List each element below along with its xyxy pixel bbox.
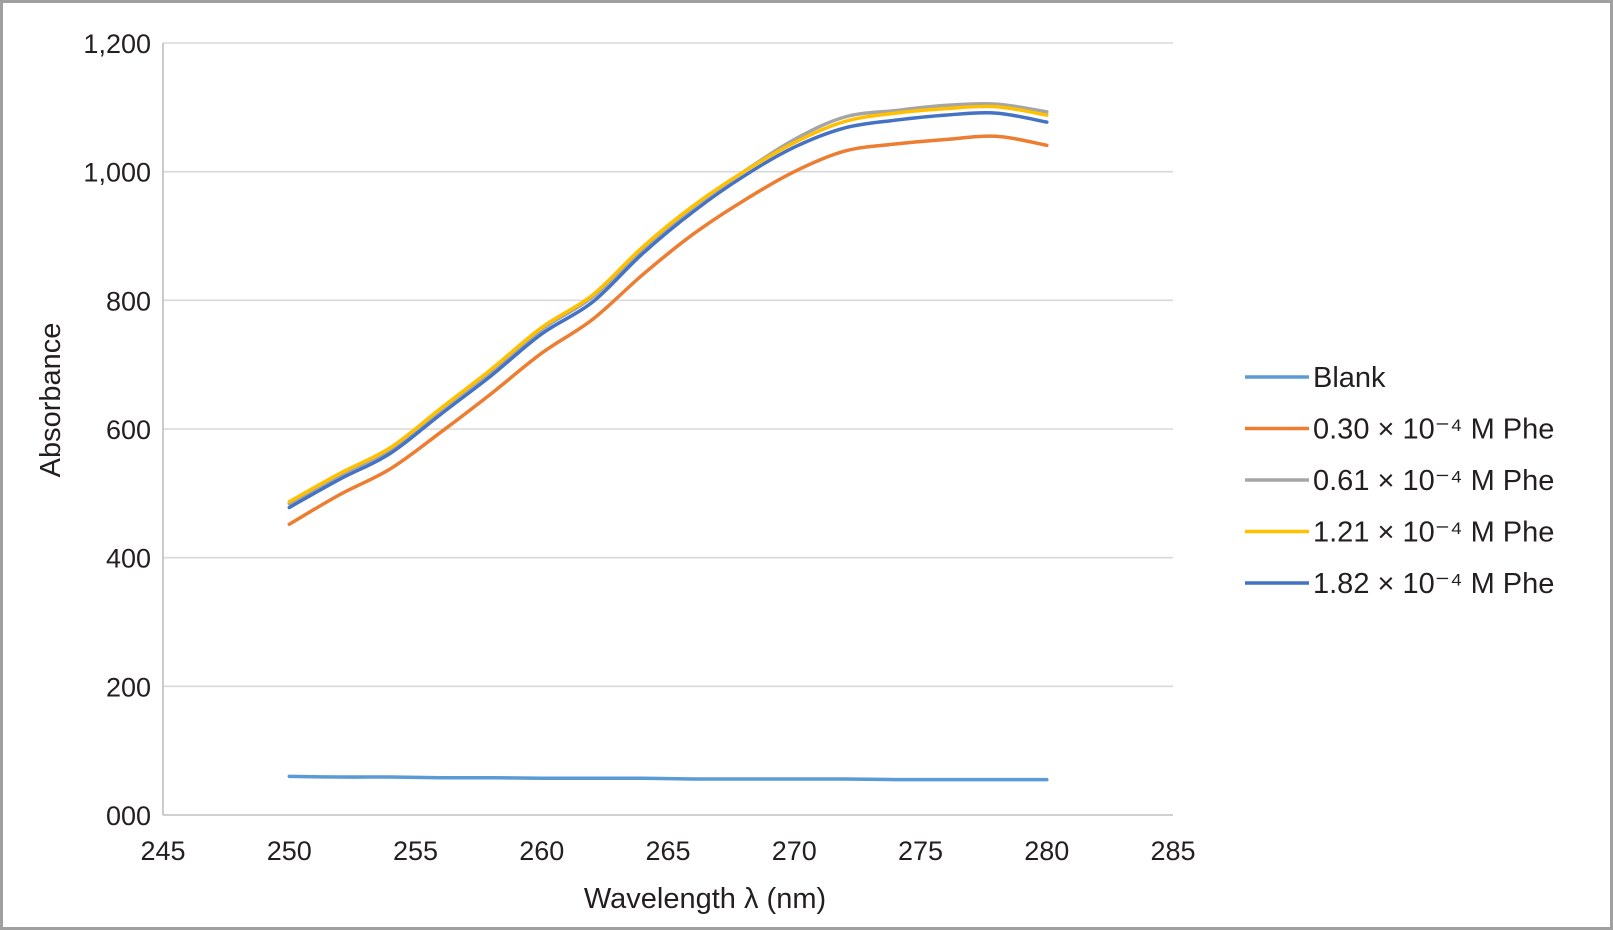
y-tick-label: 800 <box>106 286 151 316</box>
legend-label: 0.30 × 10⁻⁴ M Phe <box>1313 414 1554 446</box>
legend: Blank 0.30 × 10⁻⁴ M Phe 0.61 × 10⁻⁴ M Phe 1… <box>1245 362 1554 600</box>
x-tick-label: 255 <box>393 836 438 866</box>
x-tick-label: 275 <box>898 836 943 866</box>
gridlines <box>163 42 1173 688</box>
x-tick-label: 280 <box>1024 836 1069 866</box>
line-chart: 000 200 400 600 800 1,000 1,200 245 250 255 260 265… <box>35 29 1554 915</box>
legend-entry: 1.21 × 10⁻⁴ M Phe <box>1245 517 1554 549</box>
x-tick-label: 260 <box>519 836 564 866</box>
series-line-5 <box>287 110 1049 510</box>
axes: 000 200 400 600 800 1,000 1,200 245 250 255 260 265… <box>83 29 1195 866</box>
legend-entry: 0.61 × 10⁻⁴ M Phe <box>1245 465 1554 497</box>
x-axis-title: Wavelength λ (nm) <box>584 883 826 915</box>
x-tick-label: 250 <box>267 836 312 866</box>
y-tick-label: 1,000 <box>83 158 151 188</box>
series-line-4 <box>287 104 1049 504</box>
legend-label: 1.21 × 10⁻⁴ M Phe <box>1313 517 1554 549</box>
x-tick-label: 265 <box>645 836 690 866</box>
y-tick-label: 600 <box>106 415 151 445</box>
x-tick-label: 285 <box>1150 836 1195 866</box>
x-tick-label: 245 <box>140 836 185 866</box>
y-tick-label: 400 <box>106 544 151 574</box>
y-tick-label: 000 <box>106 801 151 831</box>
x-tick-label: 270 <box>772 836 817 866</box>
series-line-1 <box>287 774 1049 782</box>
series-line-2 <box>287 134 1049 526</box>
legend-label: 0.61 × 10⁻⁴ M Phe <box>1313 465 1554 497</box>
legend-entry: Blank <box>1245 362 1386 394</box>
y-tick-label: 200 <box>106 672 151 702</box>
legend-label: 1.82 × 10⁻⁴ M Phe <box>1313 568 1554 600</box>
y-tick-label: 1,200 <box>83 29 151 59</box>
legend-label: Blank <box>1313 362 1386 394</box>
plot-series <box>287 101 1049 782</box>
legend-entry: 1.82 × 10⁻⁴ M Phe <box>1245 568 1554 600</box>
legend-entry: 0.30 × 10⁻⁴ M Phe <box>1245 414 1554 446</box>
y-axis-title: Absorbance <box>35 323 67 478</box>
